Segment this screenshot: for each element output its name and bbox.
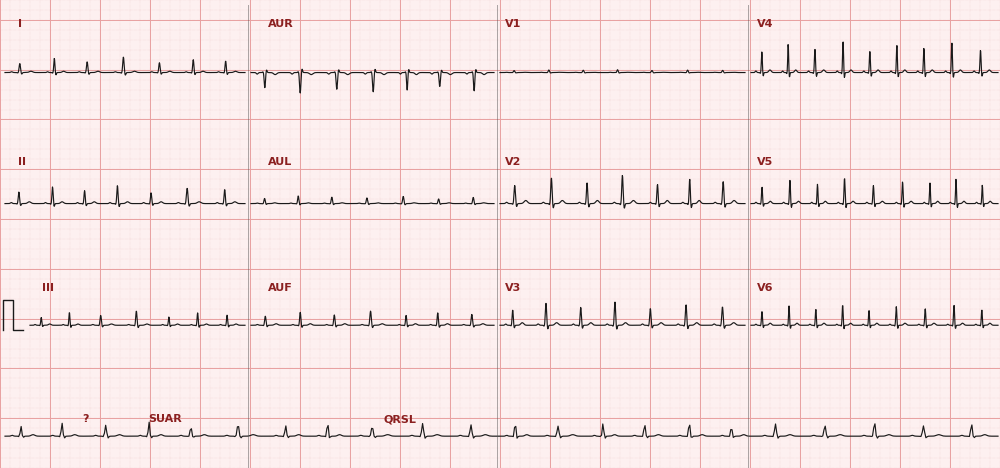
Text: I: I (18, 19, 22, 29)
Text: AUL: AUL (268, 157, 292, 167)
Text: SUAR: SUAR (148, 414, 182, 424)
Text: V2: V2 (505, 157, 521, 167)
Text: V6: V6 (757, 283, 774, 293)
Text: V1: V1 (505, 19, 521, 29)
Text: III: III (42, 283, 54, 293)
Text: ?: ? (82, 414, 88, 424)
Text: AUF: AUF (268, 283, 293, 293)
Text: V5: V5 (757, 157, 773, 167)
Text: V4: V4 (757, 19, 774, 29)
Text: II: II (18, 157, 26, 167)
Text: AUR: AUR (268, 19, 294, 29)
Text: V3: V3 (505, 283, 521, 293)
Text: QRSL: QRSL (383, 414, 416, 424)
